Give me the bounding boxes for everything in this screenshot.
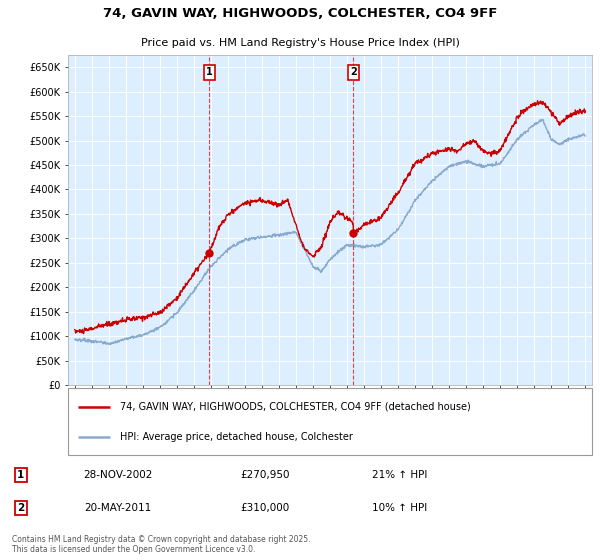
Text: HPI: Average price, detached house, Colchester: HPI: Average price, detached house, Colc… [121,432,353,442]
Text: 74, GAVIN WAY, HIGHWOODS, COLCHESTER, CO4 9FF (detached house): 74, GAVIN WAY, HIGHWOODS, COLCHESTER, CO… [121,402,471,412]
Text: 21% ↑ HPI: 21% ↑ HPI [372,470,428,480]
Text: 74, GAVIN WAY, HIGHWOODS, COLCHESTER, CO4 9FF: 74, GAVIN WAY, HIGHWOODS, COLCHESTER, CO… [103,7,497,20]
Text: 2: 2 [350,67,357,77]
Text: Contains HM Land Registry data © Crown copyright and database right 2025.
This d: Contains HM Land Registry data © Crown c… [12,535,310,554]
Text: £310,000: £310,000 [240,503,289,513]
FancyBboxPatch shape [68,388,592,455]
Text: 10% ↑ HPI: 10% ↑ HPI [373,503,428,513]
Text: Price paid vs. HM Land Registry's House Price Index (HPI): Price paid vs. HM Land Registry's House … [140,38,460,48]
Text: 2: 2 [17,503,25,513]
Text: 20-MAY-2011: 20-MAY-2011 [84,503,151,513]
Text: 1: 1 [206,67,213,77]
Text: £270,950: £270,950 [240,470,289,480]
Text: 1: 1 [17,470,25,480]
Text: 28-NOV-2002: 28-NOV-2002 [83,470,152,480]
